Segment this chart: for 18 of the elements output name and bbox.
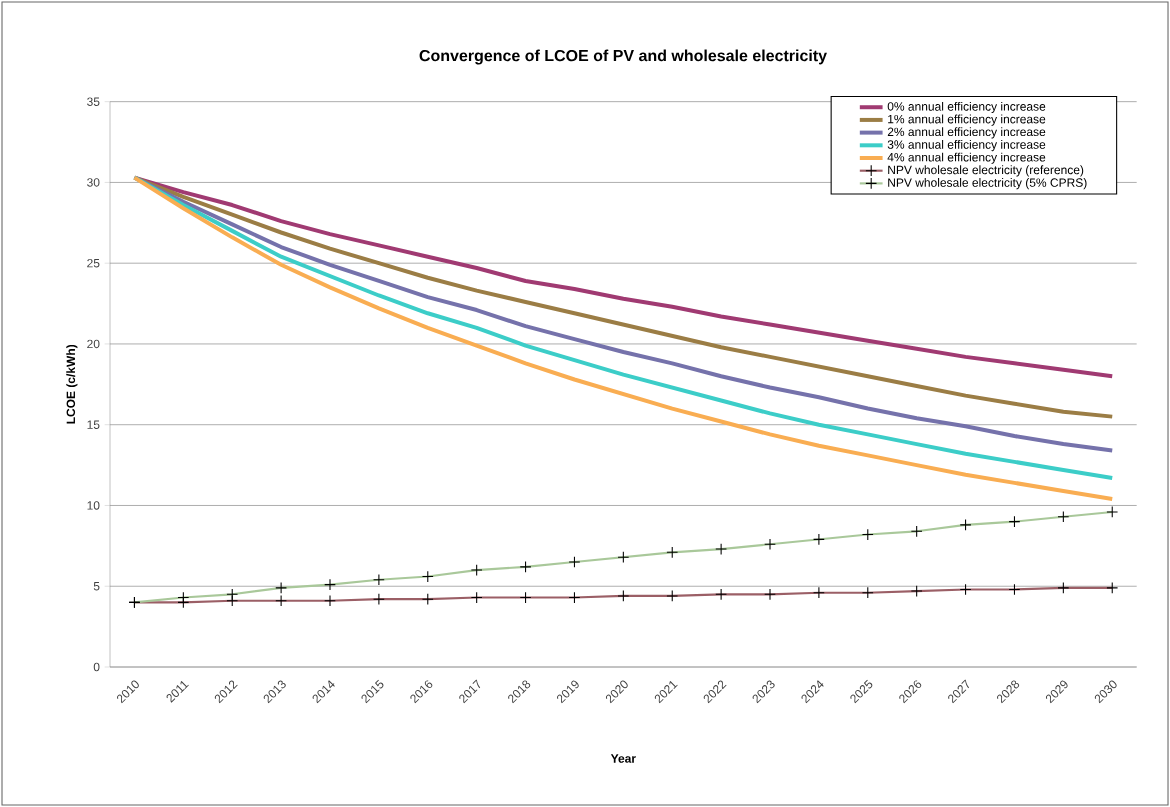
legend-label: NPV wholesale electricity (5% CPRS) xyxy=(888,178,1087,190)
y-tick-label: 0 xyxy=(93,662,100,672)
legend-label: 0% annual efficiency increase xyxy=(887,101,1046,114)
y-tick-label: 35 xyxy=(87,97,100,106)
legend-label: NPV wholesale electricity (reference) xyxy=(888,165,1084,177)
y-tick-label: 15 xyxy=(87,420,100,429)
y-tick-label: 5 xyxy=(93,582,100,591)
legend-label: 2% annual efficiency increase xyxy=(887,127,1046,139)
y-tick-label: 20 xyxy=(87,339,100,349)
legend-label: 1% annual efficiency increase xyxy=(888,114,1046,126)
chart-title: Convergence of LCOE of PV and wholesale electricity xyxy=(419,49,827,65)
x-axis-title: Year xyxy=(610,754,636,763)
legend-label: 4% annual efficiency increase xyxy=(887,152,1046,164)
legend-label: 3% annual efficiency increase xyxy=(887,139,1046,152)
y-tick-label: 25 xyxy=(87,258,100,268)
y-tick-label: 10 xyxy=(87,501,100,510)
y-axis-title: LCOE (c/kWh) xyxy=(66,344,78,424)
y-tick-label: 30 xyxy=(87,178,100,187)
